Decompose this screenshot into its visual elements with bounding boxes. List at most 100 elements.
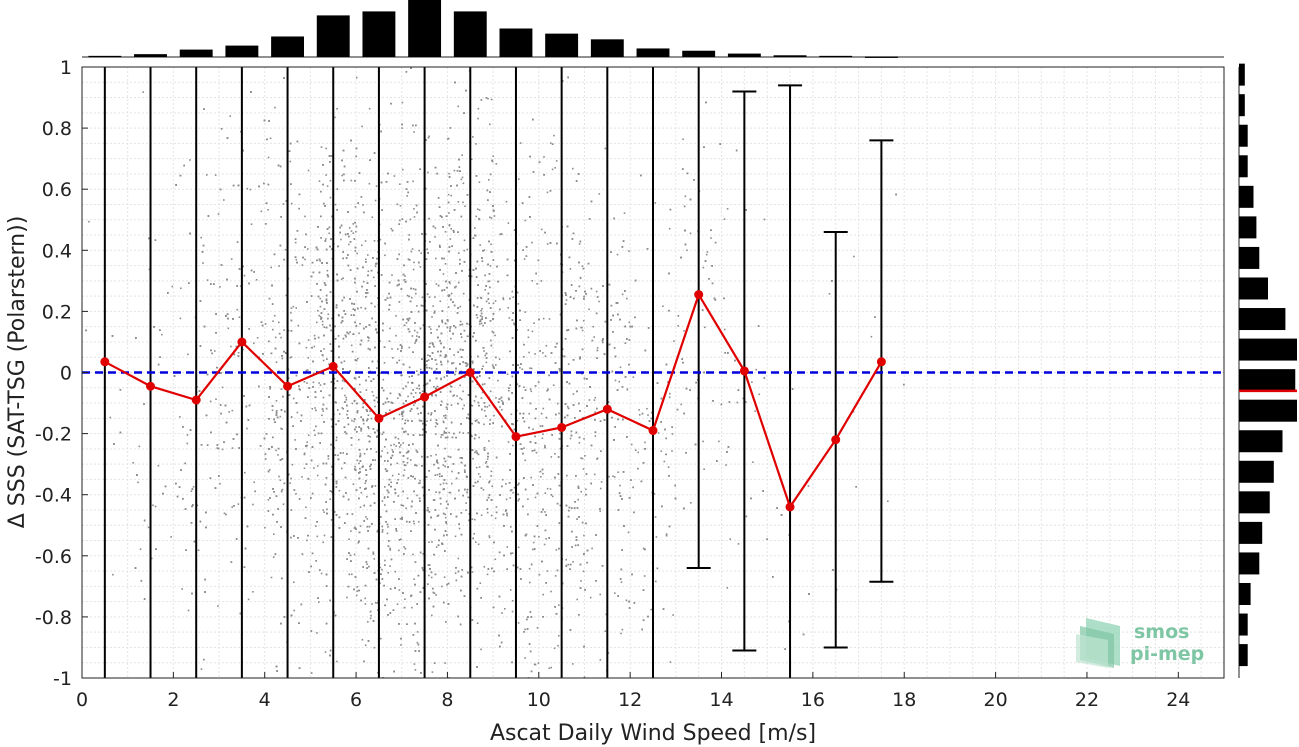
- scatter-point: [269, 137, 272, 140]
- scatter-point: [482, 365, 484, 368]
- scatter-point: [323, 348, 325, 350]
- scatter-point: [655, 580, 657, 583]
- scatter-point: [519, 366, 521, 369]
- scatter-point: [366, 526, 369, 528]
- scatter-point: [216, 447, 218, 449]
- scatter-point: [383, 362, 386, 364]
- scatter-point: [323, 326, 326, 328]
- scatter-point: [537, 662, 540, 664]
- scatter-point: [253, 342, 255, 345]
- scatter-point: [669, 661, 672, 663]
- scatter-point: [617, 471, 619, 473]
- scatter-point: [527, 336, 530, 339]
- scatter-point: [275, 449, 277, 452]
- scatter-point: [154, 505, 157, 508]
- scatter-point: [529, 581, 531, 584]
- scatter-point: [542, 593, 544, 596]
- scatter-point: [449, 491, 452, 494]
- scatter-point: [326, 273, 329, 276]
- scatter-point: [422, 305, 424, 307]
- scatter-point: [544, 511, 546, 513]
- scatter-point: [274, 106, 276, 109]
- scatter-point: [565, 558, 567, 561]
- scatter-point: [391, 274, 393, 276]
- scatter-point: [428, 135, 430, 138]
- scatter-point: [331, 317, 333, 320]
- scatter-point: [553, 647, 556, 650]
- scatter-point: [386, 452, 389, 454]
- scatter-point: [215, 398, 217, 400]
- scatter-point: [443, 415, 445, 417]
- scatter-point: [710, 237, 712, 239]
- scatter-point: [253, 481, 255, 483]
- scatter-point: [493, 367, 495, 369]
- scatter-point: [665, 533, 668, 535]
- scatter-point: [370, 614, 372, 617]
- scatter-point: [411, 296, 413, 299]
- scatter-point: [390, 227, 393, 230]
- scatter-point: [441, 321, 444, 324]
- scatter-point: [341, 467, 343, 470]
- scatter-point: [497, 379, 499, 382]
- scatter-point: [322, 410, 324, 412]
- scatter-point: [551, 495, 554, 498]
- scatter-point: [419, 482, 421, 484]
- scatter-point: [481, 391, 484, 394]
- scatter-point: [341, 174, 343, 177]
- scatter-point: [511, 600, 514, 602]
- scatter-point: [448, 172, 450, 175]
- scatter-point: [486, 406, 489, 408]
- scatter-point: [549, 488, 552, 490]
- scatter-point: [427, 136, 430, 139]
- scatter-point: [427, 171, 429, 174]
- scatter-point: [450, 385, 453, 388]
- scatter-point: [410, 459, 412, 461]
- scatter-point: [405, 322, 408, 324]
- scatter-point: [320, 318, 322, 320]
- scatter-point: [320, 146, 323, 148]
- scatter-point: [489, 419, 491, 421]
- scatter-point: [463, 404, 465, 407]
- scatter-point: [407, 258, 410, 260]
- scatter-point: [433, 386, 435, 388]
- scatter-point: [479, 244, 481, 246]
- scatter-point: [440, 360, 442, 363]
- scatter-point: [556, 402, 559, 405]
- scatter-point: [281, 428, 283, 430]
- scatter-point: [646, 407, 648, 410]
- scatter-point: [436, 474, 439, 476]
- scatter-point: [490, 475, 492, 477]
- scatter-point: [357, 542, 360, 544]
- scatter-point: [320, 572, 323, 575]
- scatter-point: [327, 313, 330, 316]
- scatter-point: [401, 127, 403, 129]
- scatter-point: [305, 506, 307, 509]
- scatter-point: [528, 567, 531, 570]
- scatter-point: [447, 320, 449, 322]
- scatter-point: [477, 421, 480, 424]
- scatter-point: [507, 441, 510, 443]
- scatter-point: [312, 381, 315, 384]
- scatter-point: [368, 182, 371, 185]
- scatter-point: [618, 380, 620, 383]
- scatter-point: [459, 384, 461, 387]
- scatter-point: [535, 451, 538, 454]
- scatter-point: [546, 243, 549, 245]
- scatter-point: [509, 497, 512, 499]
- scatter-point: [449, 238, 452, 240]
- scatter-point: [533, 663, 536, 666]
- scatter-point: [219, 286, 221, 288]
- scatter-point: [442, 420, 445, 423]
- scatter-point: [337, 335, 340, 337]
- scatter-point: [307, 357, 310, 359]
- scatter-point: [454, 572, 457, 574]
- scatter-point: [558, 634, 560, 637]
- scatter-point: [581, 265, 584, 267]
- scatter-point: [326, 185, 329, 187]
- scatter-point: [442, 488, 444, 491]
- scatter-point: [407, 395, 409, 398]
- scatter-point: [307, 339, 310, 341]
- scatter-point: [290, 477, 292, 480]
- scatter-point: [337, 454, 339, 457]
- scatter-point: [592, 325, 594, 328]
